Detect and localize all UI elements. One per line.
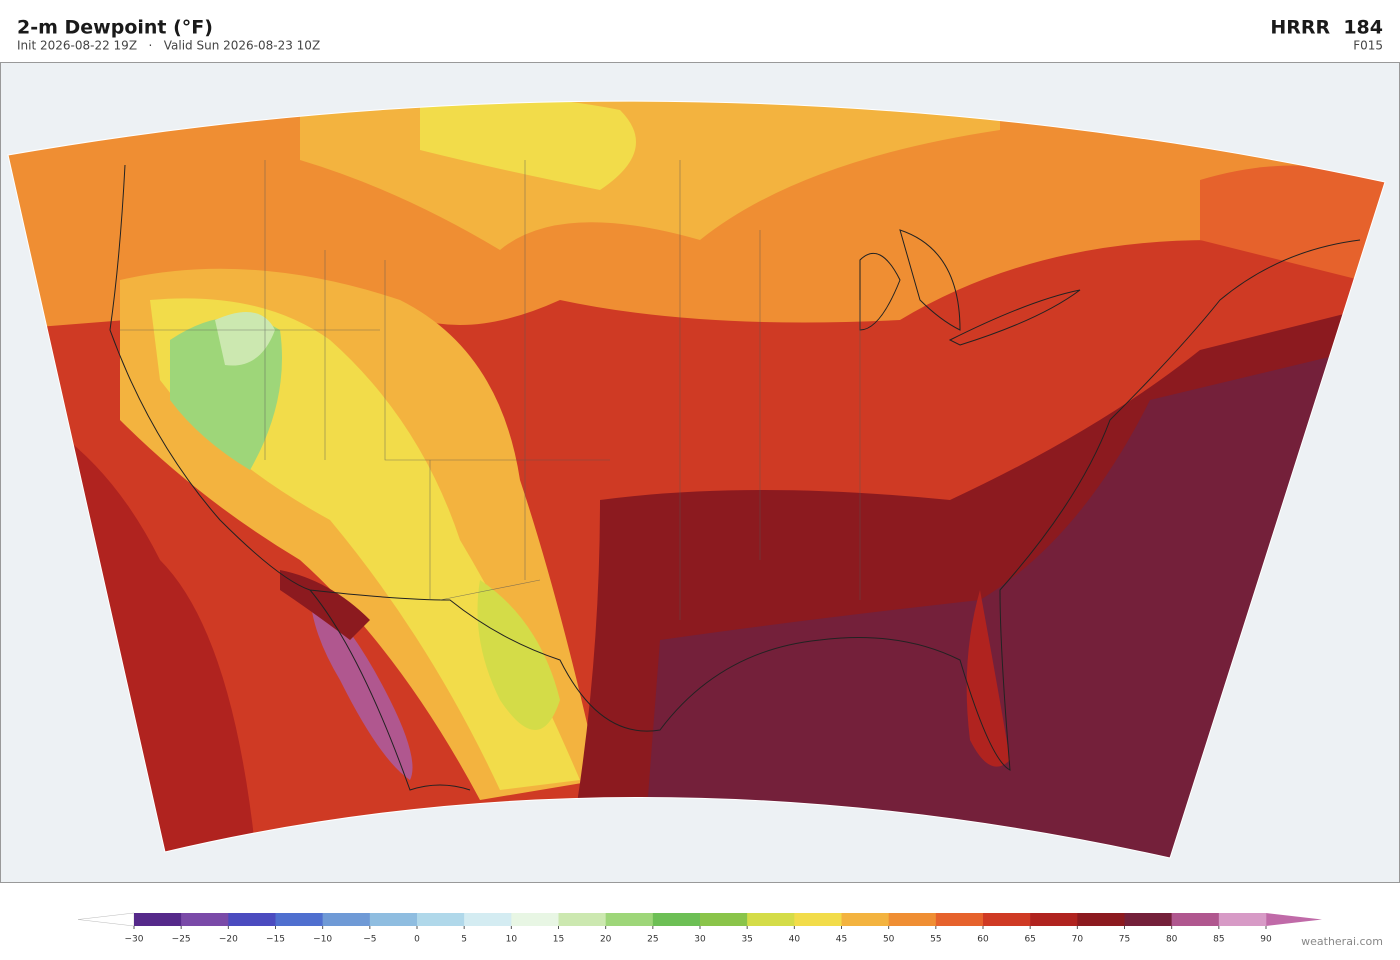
colorbar-segment (464, 913, 512, 926)
colorbar-segment (888, 913, 937, 926)
colorbar-tick-label: 40 (789, 935, 801, 945)
colorbar-segment (983, 913, 1031, 926)
colorbar-segment (605, 913, 654, 926)
colorbar-tick-label: 65 (1024, 935, 1035, 945)
colorbar-segment (1218, 913, 1267, 926)
colorbar-segment (228, 913, 276, 926)
colorbar-segment (652, 913, 701, 926)
colorbar-tick-label: 75 (1119, 935, 1130, 945)
colorbar-tick-label: 50 (883, 935, 895, 945)
forecast-hour: F015 (1353, 39, 1383, 53)
colorbar-segment (511, 913, 559, 926)
title: 2-m Dewpoint (°F) (17, 17, 213, 39)
colorbar-tick-label: 45 (836, 935, 847, 945)
colorbar-segment (275, 913, 323, 926)
colorbar-tick-label: −15 (266, 935, 285, 945)
colorbar-tick-label: 35 (741, 935, 752, 945)
colorbar-segment (1171, 913, 1220, 926)
colorbar-tick-label: −5 (363, 935, 376, 945)
colorbar-over (1266, 913, 1322, 926)
colorbar-tick-label: 90 (1260, 935, 1272, 945)
colorbar-segment (747, 913, 795, 926)
colorbar-tick-label: 5 (461, 935, 467, 945)
colorbar-segment (558, 913, 606, 926)
coastlines (109, 164, 1361, 791)
colorbar-segment (935, 913, 984, 926)
colorbar-segment (369, 913, 418, 926)
state-borders (120, 160, 861, 620)
colorbar-segment (322, 913, 371, 926)
colorbar-tick-label: 30 (694, 935, 706, 945)
colorbar-tick-label: −30 (125, 935, 144, 945)
colorbar-tick-label: 0 (414, 935, 420, 945)
colorbar-segment (700, 913, 748, 926)
colorbar: −30 −25 −20 −15 −10 −5 0 5 10 15 20 25 30 35 40 45 50 55 6… (77, 912, 1322, 945)
colorbar-segment (794, 913, 842, 926)
model-label: HRRR 184 (1270, 17, 1383, 39)
colorbar-segment (181, 913, 229, 926)
colorbar-tick-label: −25 (172, 935, 191, 945)
colorbar-tick-label: −20 (219, 935, 238, 945)
colorbar-tick-label: 60 (977, 935, 989, 945)
colorbar-tick-label: 55 (930, 935, 941, 945)
colorbar-tick-label: 15 (553, 935, 564, 945)
colorbar-tick-label: −10 (313, 935, 332, 945)
colorbar-segment (1030, 913, 1078, 926)
domain-outline (7, 100, 1386, 859)
colorbar-tick-label: 70 (1072, 935, 1084, 945)
colorbar-segment (417, 913, 465, 926)
dewpoint-field (8, 101, 1385, 859)
colorbar-tick-label: 85 (1213, 935, 1224, 945)
subtitle: Init 2026-08-22 19Z · Valid Sun 2026-08-… (17, 39, 320, 53)
colorbar-tick-label: 80 (1166, 935, 1178, 945)
credit: weatherai.com (1301, 935, 1383, 948)
colorbar-under (77, 912, 135, 927)
colorbar-segment (841, 913, 889, 926)
colorbar-segment (134, 913, 182, 926)
colorbar-tick-label: 20 (600, 935, 612, 945)
colorbar-tick-label: 25 (647, 935, 658, 945)
colorbar-tick-label: 10 (506, 935, 518, 945)
colorbar-segment (1124, 913, 1172, 926)
colorbar-segment (1077, 913, 1125, 926)
